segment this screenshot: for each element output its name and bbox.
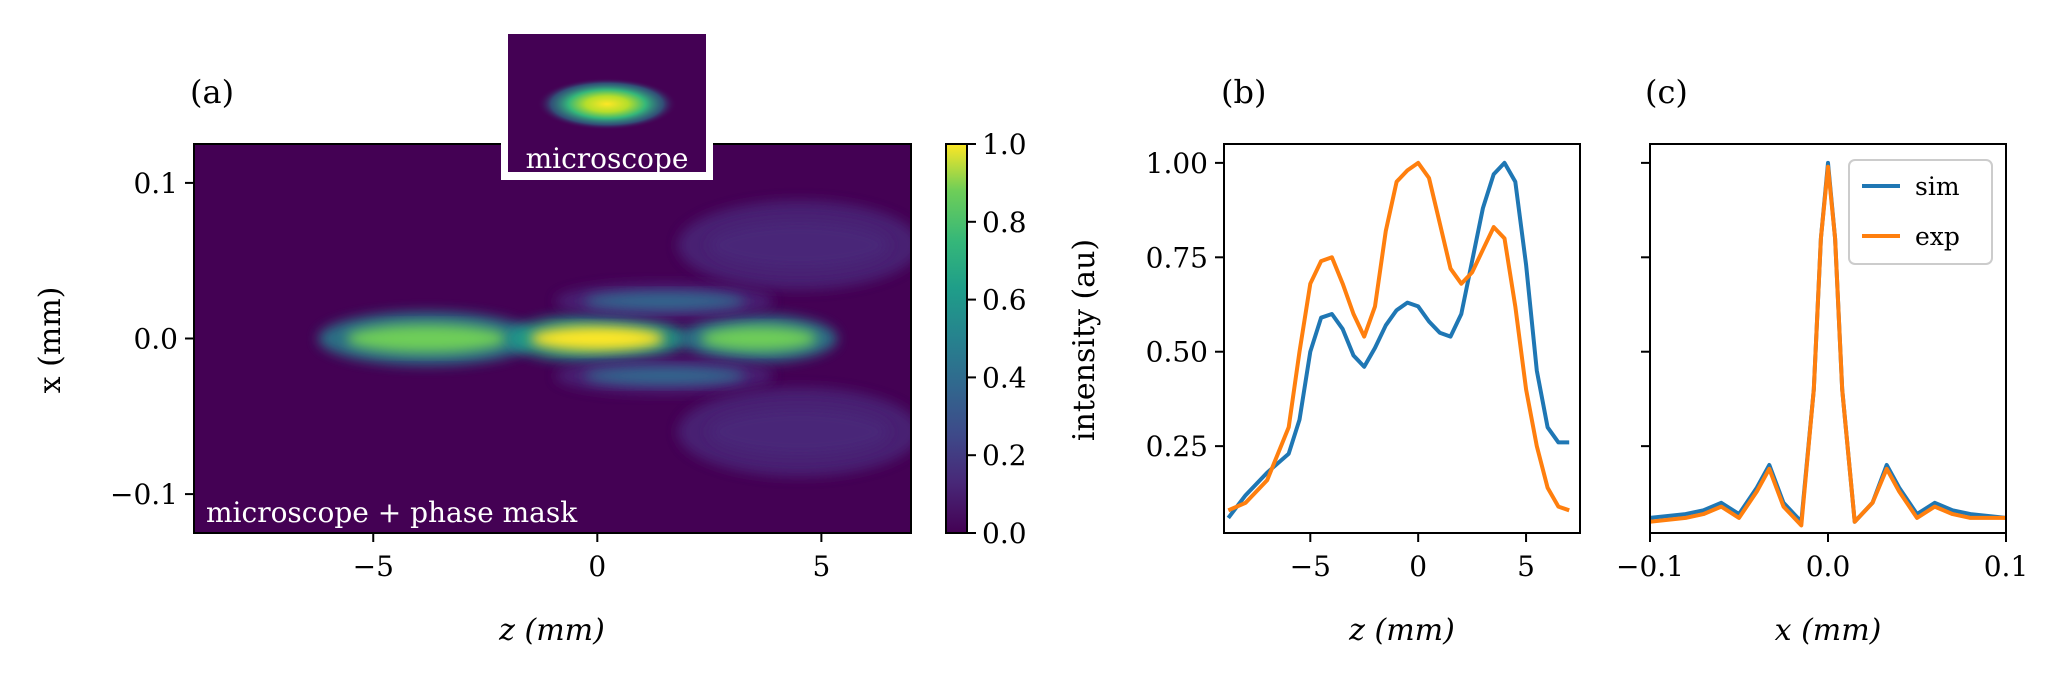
- inset-annotation: microscope: [526, 142, 689, 175]
- x-tick-label: 0: [588, 550, 606, 583]
- panel-b-frame: [1223, 143, 1581, 534]
- plot-c-lines: [1650, 160, 2006, 528]
- panel-c-xlabel: x (mm): [1775, 613, 1882, 648]
- x-tick-label: −5: [1290, 550, 1331, 583]
- y-tick-label: 0.0: [133, 323, 178, 356]
- series-exp-line: [1650, 164, 2006, 528]
- series-exp-line: [1227, 160, 1570, 513]
- panel-a-xlabel: z (mm): [498, 613, 605, 648]
- axes-b: −5 0 5 0.25 0.50 0.75 1.00: [1146, 147, 1535, 583]
- x-tick-label: 0.1: [1984, 550, 2029, 583]
- colorbar-tick-label: 0.6: [982, 284, 1027, 317]
- colorbar-label: intensity (au): [1067, 239, 1102, 441]
- x-tick-label: 0: [1409, 550, 1427, 583]
- legend-exp-label: exp: [1915, 222, 1960, 251]
- y-tick-label: 0.25: [1146, 430, 1208, 463]
- y-tick-label: 0.50: [1146, 336, 1208, 369]
- x-tick-label: −0.1: [1616, 550, 1684, 583]
- y-tick-label: −0.1: [110, 478, 178, 511]
- microscope-inset: microscope: [501, 32, 713, 180]
- panel-b-label: (b): [1221, 73, 1266, 111]
- legend-sim-label: sim: [1915, 172, 1960, 201]
- x-tick-label: 0.0: [1806, 550, 1851, 583]
- heatmap-lobes: [318, 200, 911, 477]
- heatmap-lobe: [700, 326, 817, 351]
- colorbar-tick-label: 0.4: [982, 361, 1027, 394]
- heatmap-lobe: [346, 324, 508, 353]
- heatmap-lobe: [583, 291, 746, 311]
- colorbar-tick-label: 0.0: [982, 517, 1027, 550]
- series-sim-line: [1226, 160, 1570, 520]
- panel-b-xlabel: z (mm): [1348, 613, 1455, 648]
- colorbar-tick-label: 0.8: [982, 206, 1027, 239]
- axes-a: −5 0 5 −0.1 0.0 0.1: [110, 167, 830, 583]
- colorbar-tick-label: 1.0: [982, 128, 1027, 161]
- inset-spot: [537, 78, 677, 130]
- panel-c-label: (c): [1645, 73, 1688, 111]
- x-tick-label: 5: [812, 550, 830, 583]
- series-sim-line: [1650, 160, 2006, 524]
- plot-b-lines: [1226, 160, 1570, 520]
- x-tick-label: 5: [1517, 550, 1535, 583]
- colorbar-gradient: [945, 143, 968, 534]
- heatmap-lobe: [530, 326, 665, 351]
- main-annotation: microscope + phase mask: [206, 496, 578, 529]
- heatmap-lobe: [709, 408, 889, 456]
- heatmap-lobe: [583, 366, 746, 386]
- heatmap-lobe: [709, 221, 889, 269]
- legend: sim exp: [1848, 159, 1993, 265]
- y-tick-label: 0.75: [1146, 241, 1208, 274]
- panel-a-ylabel: x (mm): [33, 287, 68, 394]
- colorbar-ticks: 0.0 0.2 0.4 0.6 0.8 1.0: [967, 128, 1027, 550]
- panel-a-label: (a): [190, 73, 234, 111]
- heatmap-panel-a: microscope + phase mask: [193, 143, 912, 534]
- x-tick-label: −5: [353, 550, 394, 583]
- colorbar-tick-label: 0.2: [982, 439, 1027, 472]
- y-tick-label: 1.00: [1146, 147, 1208, 180]
- colorbar: 0.0 0.2 0.4 0.6 0.8 1.0 intensity (au): [945, 128, 1102, 550]
- y-tick-label: 0.1: [133, 167, 178, 200]
- axes-c: −0.1 0.0 0.1: [1616, 161, 2029, 583]
